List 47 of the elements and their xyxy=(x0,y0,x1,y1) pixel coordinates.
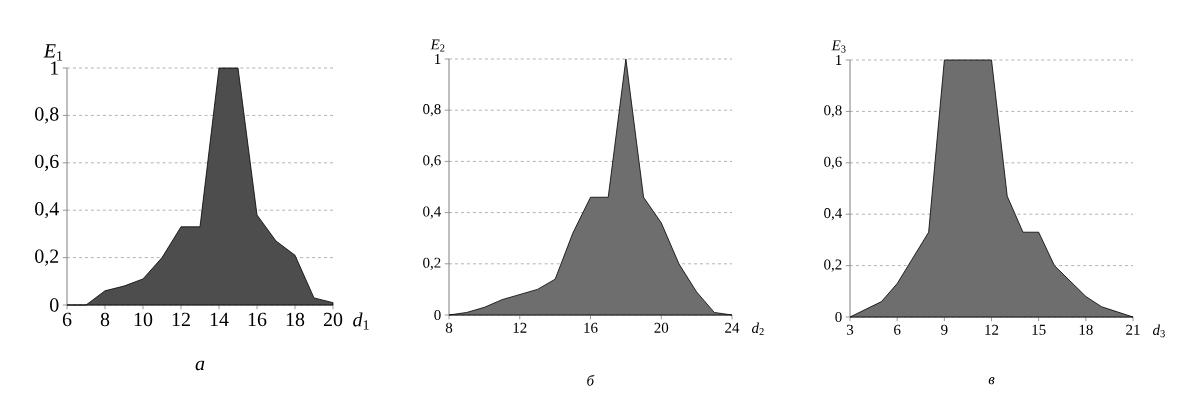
y-tick-label: 0,2 xyxy=(423,257,441,270)
x-tick-label: 18 xyxy=(286,312,305,327)
x-tick-label: 10 xyxy=(134,312,153,327)
text: в xyxy=(988,377,995,385)
y-tick-label: 0,6 xyxy=(35,154,59,171)
x-tick-label: 12 xyxy=(172,312,190,326)
x-tick-label: 15 xyxy=(1032,324,1046,335)
y-tick-label: 0,4 xyxy=(824,208,843,221)
x-tick-label: 16 xyxy=(248,312,267,327)
y-tick-label: 0,4 xyxy=(423,206,441,219)
x-axis-title: d$_{1}$ xyxy=(353,312,369,330)
y-tick-label: 0,2 xyxy=(824,259,842,272)
y-tick-label: 0,6 xyxy=(423,155,441,168)
y-tick-label: 0,2 xyxy=(35,249,59,266)
y-tick-label: 0,8 xyxy=(35,107,59,124)
x-tick-label: 16 xyxy=(584,322,598,333)
x-tick-label: 3 xyxy=(847,324,854,335)
y-tick-label: 1 xyxy=(51,61,59,75)
y-tick-label: 0 xyxy=(835,311,842,323)
text: б xyxy=(587,374,595,386)
x-tick-label: 9 xyxy=(941,324,948,335)
y-axis-title: E$_{2}$ xyxy=(430,39,445,52)
x-tick-label: 8 xyxy=(445,322,453,333)
x-tick-label: 21 xyxy=(1126,324,1140,335)
x-tick-label: 12 xyxy=(985,324,999,335)
x-tick-label: 6 xyxy=(894,324,901,335)
y-tick-label: 0,6 xyxy=(824,156,842,169)
x-tick-label: 8 xyxy=(100,312,110,327)
y-tick-label: 0,8 xyxy=(423,104,441,117)
y-tick-label: 1 xyxy=(836,55,842,65)
y-axis-title: E$_{3}$ xyxy=(831,40,846,53)
x-tick-label: 20 xyxy=(654,322,669,333)
y-tick-label: 0,4 xyxy=(35,202,59,219)
x-tick-label: 18 xyxy=(1079,324,1093,335)
x-tick-label: 12 xyxy=(513,322,527,333)
x-tick-label: 14 xyxy=(210,312,229,326)
x-tick-label: 6 xyxy=(62,312,72,327)
y-axis-title: E$_{1}$ xyxy=(43,44,63,61)
x-tick-label: 24 xyxy=(725,322,740,333)
x-axis-title: d$_{2}$ xyxy=(751,322,764,336)
y-tick-label: 1 xyxy=(435,54,441,64)
y-tick-label: 0 xyxy=(50,298,59,312)
y-tick-label: 0,8 xyxy=(824,105,842,118)
x-tick-label: 20 xyxy=(323,312,343,327)
text: а xyxy=(195,360,205,371)
x-axis-title: d$_{3}$ xyxy=(1152,324,1165,338)
y-tick-label: 0 xyxy=(434,309,441,321)
